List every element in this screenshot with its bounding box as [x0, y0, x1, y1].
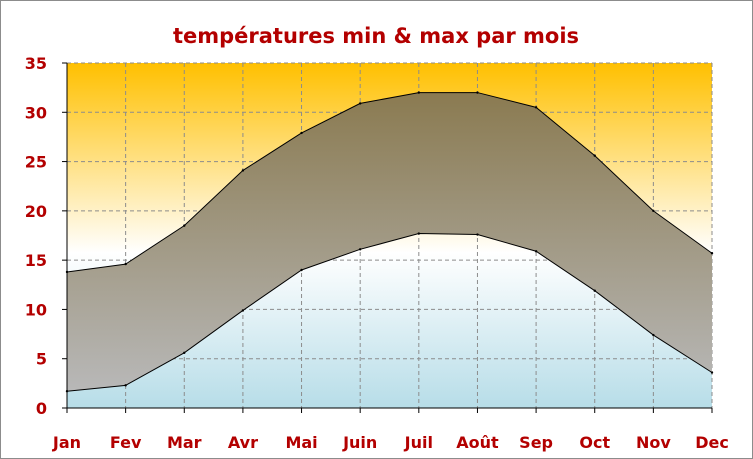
chart-title: températures min & max par mois [173, 24, 579, 48]
max-point-Août [476, 91, 479, 94]
axes [62, 62, 713, 413]
max-temperature-line [66, 92, 713, 273]
max-point-Avr [241, 169, 245, 172]
temperature-range-band [67, 92, 712, 392]
data-points [65, 91, 714, 393]
x-tick-label: Sep [519, 433, 553, 452]
min-point-Juin [358, 248, 362, 251]
max-point-Fev [124, 262, 127, 266]
min-point-Nov [652, 333, 655, 337]
x-tick-label: Fev [110, 433, 142, 452]
min-point-Jan [65, 390, 69, 393]
max-point-Sep [534, 106, 538, 109]
min-point-Mai [300, 268, 303, 272]
y-tick-label: 10 [25, 300, 47, 319]
max-point-Oct [593, 154, 596, 157]
min-point-Sep [534, 250, 538, 253]
x-tick-label: Nov [636, 433, 671, 452]
min-temperature-line [66, 233, 713, 392]
y-tick-label: 35 [25, 54, 47, 73]
y-axis-tick-labels: 0 5 10 15 20 25 30 35 [25, 54, 47, 418]
x-tick-label: Juil [404, 433, 433, 452]
max-point-Dec [710, 252, 714, 255]
min-point-Mar [183, 351, 186, 354]
y-tick-label: 15 [25, 251, 47, 270]
x-axis-tick-labels: Jan Fev Mar Avr Mai Juin Juil Août Sep Oct Nov Dec [52, 433, 729, 452]
x-tick-label: Août [456, 433, 499, 452]
min-point-Fev [124, 384, 127, 387]
y-tick-label: 0 [36, 399, 47, 418]
y-tick-label: 30 [25, 103, 47, 122]
min-point-Avr [241, 309, 245, 312]
max-point-Juil [417, 91, 421, 94]
x-tick-label: Juin [342, 433, 377, 452]
x-tick-label: Dec [695, 433, 729, 452]
min-point-Oct [593, 289, 596, 292]
max-point-Jan [65, 270, 69, 274]
min-point-Juil [417, 232, 421, 235]
max-point-Mai [300, 131, 303, 135]
x-tick-label: Oct [579, 433, 610, 452]
y-tick-label: 5 [36, 350, 47, 369]
min-point-Août [476, 233, 479, 236]
min-point-Dec [710, 371, 714, 374]
x-tick-label: Jan [52, 433, 81, 452]
max-point-Mar [183, 224, 186, 227]
x-tick-label: Mar [167, 433, 202, 452]
max-point-Nov [652, 209, 655, 213]
x-tick-label: Mai [285, 433, 317, 452]
x-tick-label: Avr [228, 433, 258, 452]
y-tick-label: 20 [25, 202, 47, 221]
y-tick-label: 25 [25, 153, 47, 172]
max-point-Juin [358, 102, 362, 105]
